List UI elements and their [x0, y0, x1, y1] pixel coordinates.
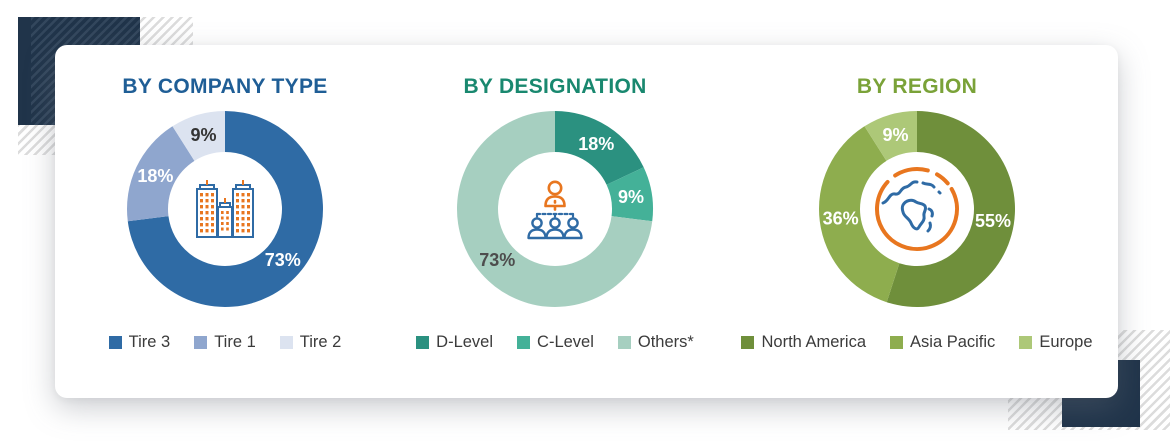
- legend-item-tire-2: Tire 2: [279, 333, 342, 352]
- legend-swatch: [890, 336, 904, 349]
- segment-value-label-d-level: 18%: [578, 134, 614, 154]
- legend-item-d-level: D-Level: [416, 333, 493, 352]
- segment-value-label-others: 73%: [479, 250, 515, 270]
- legend-label: Tire 1: [214, 333, 256, 351]
- chart-designation: BY DESIGNATION 18% 9% 73%: [385, 45, 725, 398]
- legend-swatch: [517, 336, 531, 349]
- donut-segment-others: [456, 111, 653, 307]
- segment-value-label-europe: 9%: [883, 125, 909, 145]
- chart-title-region: BY REGION: [856, 75, 978, 98]
- legend-swatch: [617, 336, 631, 349]
- legend-item-tire-3: Tire 3: [108, 333, 171, 352]
- legend-designation: D-Level C-Level Others*: [385, 333, 725, 352]
- donut-segment-c-level: [606, 167, 653, 222]
- chart-region: BY REGION 55% 36% 9% North America Asia: [741, 45, 1093, 398]
- legend-label: D-Level: [436, 333, 494, 351]
- chart-title-designation: BY DESIGNATION: [463, 75, 647, 98]
- legend-item-c-level: C-Level: [517, 333, 594, 352]
- legend-swatch: [741, 336, 755, 349]
- charts-card: BY COMPANY TYPE 73% 18% 9%: [55, 45, 1118, 398]
- legend-label: Tire 2: [299, 333, 342, 351]
- legend-item-north-america: North America: [741, 333, 866, 352]
- segment-value-label-tire-2: 9%: [191, 125, 217, 145]
- donut-segment-tire-3: [127, 111, 323, 307]
- legend-item-tire-1: Tire 1: [194, 333, 256, 352]
- donut-svg-region: 55% 36% 9%: [819, 111, 1015, 307]
- segment-value-label-tire-1: 18%: [137, 166, 173, 186]
- legend-swatch: [416, 336, 430, 349]
- donut-segment-tire-1: [127, 126, 195, 222]
- legend-item-others: Others*: [617, 333, 694, 352]
- donut-designation: 18% 9% 73%: [455, 109, 655, 309]
- legend-region: North America Asia Pacific Europe: [741, 333, 1093, 352]
- chart-title-company-type: BY COMPANY TYPE: [122, 75, 328, 98]
- legend-label: Others*: [637, 333, 694, 351]
- legend-swatch: [279, 336, 293, 349]
- legend-label: North America: [761, 333, 867, 351]
- donut-segment-europe: [864, 111, 917, 161]
- globe-icon: [873, 165, 961, 253]
- legend-item-europe: Europe: [1019, 333, 1093, 352]
- chart-company-type: BY COMPANY TYPE 73% 18% 9%: [55, 45, 395, 398]
- legend-swatch: [194, 336, 208, 349]
- legend-company-type: Tire 3 Tire 1 Tire 2: [55, 333, 395, 352]
- donut-svg-designation: 18% 9% 73%: [456, 111, 653, 307]
- segment-value-label-north-america: 55%: [975, 211, 1011, 231]
- org-chart-icon: [523, 178, 587, 240]
- legend-label: Tire 3: [128, 333, 171, 351]
- segment-value-label-asia-pacific: 36%: [823, 209, 859, 229]
- donut-svg-company-type: 73% 18% 9%: [127, 111, 323, 307]
- legend-label: Europe: [1039, 333, 1093, 351]
- donut-segment-d-level: [555, 111, 644, 185]
- legend-label: Asia Pacific: [910, 333, 996, 351]
- donut-region: 55% 36% 9%: [817, 109, 1017, 309]
- donut-segment-asia-pacific: [819, 126, 900, 303]
- segment-value-label-tire-3: 73%: [265, 250, 301, 270]
- legend-swatch: [108, 336, 122, 349]
- donut-segment-north-america: [886, 111, 1015, 307]
- buildings-icon: [194, 177, 256, 241]
- legend-label: C-Level: [537, 333, 594, 351]
- legend-item-asia-pacific: Asia Pacific: [890, 333, 995, 352]
- donut-company-type: 73% 18% 9%: [125, 109, 325, 309]
- donut-segment-tire-2: [172, 111, 225, 161]
- segment-value-label-c-level: 9%: [618, 187, 644, 207]
- legend-swatch: [1019, 336, 1033, 349]
